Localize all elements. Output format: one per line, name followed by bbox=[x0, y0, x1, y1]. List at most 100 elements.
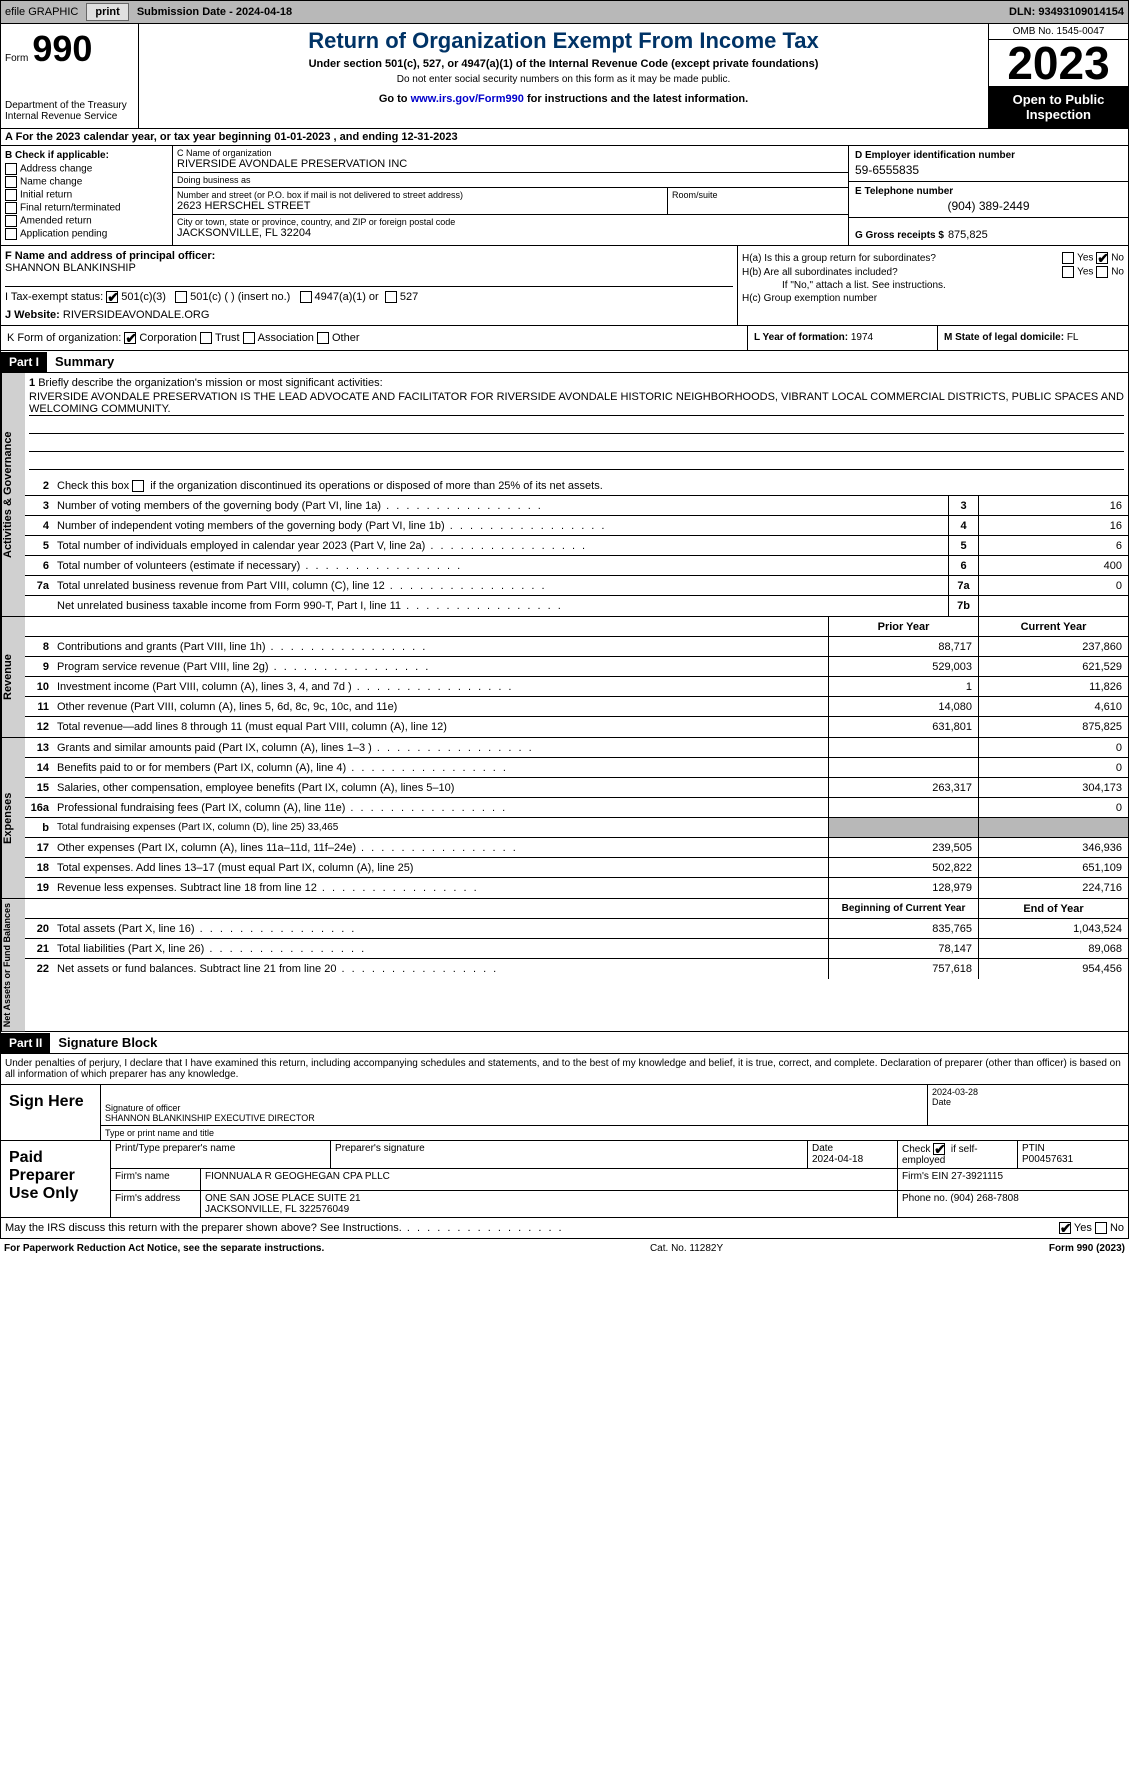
l2-desc: Check this box if the organization disco… bbox=[53, 478, 1128, 494]
cb-l2[interactable] bbox=[132, 480, 144, 492]
entity-block: B Check if applicable: Address change Na… bbox=[0, 146, 1129, 246]
l16a-py bbox=[828, 798, 978, 817]
cb-self-employed[interactable] bbox=[933, 1143, 945, 1155]
l10-py: 1 bbox=[828, 677, 978, 696]
city-value: JACKSONVILLE, FL 32204 bbox=[177, 227, 844, 239]
opt-501c3: 501(c)(3) bbox=[121, 291, 166, 303]
l21-cy: 89,068 bbox=[978, 939, 1128, 958]
firm-addr-label: Firm's address bbox=[111, 1191, 201, 1217]
irs-link[interactable]: www.irs.gov/Form990 bbox=[411, 93, 524, 105]
cb-name-change[interactable]: Name change bbox=[5, 176, 168, 188]
goto-link: Go to www.irs.gov/Form990 for instructio… bbox=[143, 93, 984, 105]
cb-final-return[interactable]: Final return/terminated bbox=[5, 202, 168, 214]
prep-sig-label: Preparer's signature bbox=[331, 1141, 808, 1168]
efile-label: efile GRAPHIC bbox=[5, 6, 78, 18]
cat-no: Cat. No. 11282Y bbox=[650, 1243, 723, 1254]
l8-cy: 237,860 bbox=[978, 637, 1128, 656]
vtab-net-assets: Net Assets or Fund Balances bbox=[1, 899, 25, 1031]
row-f-h: F Name and address of principal officer:… bbox=[0, 246, 1129, 326]
submission-date: Submission Date - 2024-04-18 bbox=[137, 6, 292, 18]
vtab-expenses: Expenses bbox=[1, 738, 25, 898]
dba-label: Doing business as bbox=[177, 175, 844, 185]
l5-desc: Total number of individuals employed in … bbox=[53, 538, 948, 554]
l18-cy: 651,109 bbox=[978, 858, 1128, 877]
l16b-py bbox=[828, 818, 978, 837]
l14-desc: Benefits paid to or for members (Part IX… bbox=[53, 760, 828, 776]
cb-hb-yes[interactable] bbox=[1062, 266, 1074, 278]
form-footer-label: Form 990 (2023) bbox=[1049, 1243, 1125, 1254]
cb-initial-return[interactable]: Initial return bbox=[5, 189, 168, 201]
cb-application-pending[interactable]: Application pending bbox=[5, 228, 168, 240]
l8-num: 8 bbox=[25, 639, 53, 655]
cb-assoc[interactable] bbox=[243, 332, 255, 344]
l19-desc: Revenue less expenses. Subtract line 18 … bbox=[53, 880, 828, 896]
header-mid: Return of Organization Exempt From Incom… bbox=[139, 24, 988, 128]
city-label: City or town, state or province, country… bbox=[177, 217, 844, 227]
l19-num: 19 bbox=[25, 880, 53, 896]
prep-name-label: Print/Type preparer's name bbox=[111, 1141, 331, 1168]
row-a-label: A bbox=[5, 131, 13, 143]
l9-py: 529,003 bbox=[828, 657, 978, 676]
state-domicile: M State of legal domicile: FL bbox=[938, 326, 1128, 350]
print-button[interactable]: print bbox=[86, 3, 128, 21]
sign-here-block: Sign Here Signature of officerSHANNON BL… bbox=[0, 1085, 1129, 1141]
cb-527[interactable] bbox=[385, 291, 397, 303]
cb-4947[interactable] bbox=[300, 291, 312, 303]
l4-desc: Number of independent voting members of … bbox=[53, 518, 948, 534]
cb-other[interactable] bbox=[317, 332, 329, 344]
firm-addr-1: ONE SAN JOSE PLACE SUITE 21 bbox=[205, 1193, 893, 1204]
l22-cy: 954,456 bbox=[978, 959, 1128, 979]
principal-officer: F Name and address of principal officer:… bbox=[1, 246, 738, 325]
h-b-note: If "No," attach a list. See instructions… bbox=[742, 280, 1124, 291]
l9-desc: Program service revenue (Part VIII, line… bbox=[53, 659, 828, 675]
firm-phone: (904) 268-7808 bbox=[950, 1193, 1018, 1204]
l8-py: 88,717 bbox=[828, 637, 978, 656]
cb-address-change[interactable]: Address change bbox=[5, 163, 168, 175]
firm-ein-label: Firm's EIN bbox=[902, 1171, 948, 1182]
l12-py: 631,801 bbox=[828, 717, 978, 737]
col-b-checkboxes: B Check if applicable: Address change Na… bbox=[1, 146, 173, 245]
preparer-block: Paid Preparer Use Only Print/Type prepar… bbox=[0, 1141, 1129, 1218]
section-expenses: Expenses 13Grants and similar amounts pa… bbox=[0, 738, 1129, 899]
tax-year: 2023 bbox=[989, 40, 1128, 86]
l15-desc: Salaries, other compensation, employee b… bbox=[53, 780, 828, 796]
ein-label: D Employer identification number bbox=[855, 150, 1122, 161]
l7b-val bbox=[978, 596, 1128, 616]
cb-ha-no[interactable] bbox=[1096, 252, 1108, 264]
cb-discuss-yes[interactable] bbox=[1059, 1222, 1071, 1234]
row-a-text: For the 2023 calendar year, or tax year … bbox=[16, 131, 458, 143]
cb-trust[interactable] bbox=[200, 332, 212, 344]
l5-num: 5 bbox=[25, 538, 53, 554]
cb-corp[interactable] bbox=[124, 332, 136, 344]
cb-501c[interactable] bbox=[175, 291, 187, 303]
cb-501c3[interactable] bbox=[106, 291, 118, 303]
mission-line-3 bbox=[29, 436, 1124, 452]
l5-box: 5 bbox=[948, 536, 978, 555]
cb-discuss-no[interactable] bbox=[1095, 1222, 1107, 1234]
l14-cy: 0 bbox=[978, 758, 1128, 777]
org-name-label: C Name of organization bbox=[177, 148, 844, 158]
ptin-value: P00457631 bbox=[1022, 1154, 1073, 1165]
l3-val: 16 bbox=[978, 496, 1128, 515]
firm-name: FIONNUALA R GEOGHEGAN CPA PLLC bbox=[201, 1169, 898, 1190]
officer-name: SHANNON BLANKINSHIP bbox=[5, 262, 733, 274]
l8-desc: Contributions and grants (Part VIII, lin… bbox=[53, 639, 828, 655]
opt-527: 527 bbox=[400, 291, 418, 303]
l11-py: 14,080 bbox=[828, 697, 978, 716]
open-inspection: Open to Public Inspection bbox=[989, 86, 1128, 128]
part-2-title: Signature Block bbox=[50, 1032, 165, 1053]
prep-check-label: Check if self-employed bbox=[902, 1144, 978, 1166]
cb-hb-no[interactable] bbox=[1096, 266, 1108, 278]
l19-cy: 224,716 bbox=[978, 878, 1128, 898]
cb-amended[interactable]: Amended return bbox=[5, 215, 168, 227]
l10-desc: Investment income (Part VIII, column (A)… bbox=[53, 679, 828, 695]
l16b-desc: Total fundraising expenses (Part IX, col… bbox=[53, 820, 828, 835]
l15-num: 15 bbox=[25, 780, 53, 796]
h-a-label: H(a) Is this a group return for subordin… bbox=[742, 253, 936, 264]
firm-addr-2: JACKSONVILLE, FL 322576049 bbox=[205, 1204, 893, 1215]
cb-ha-yes[interactable] bbox=[1062, 252, 1074, 264]
org-name: RIVERSIDE AVONDALE PRESERVATION INC bbox=[177, 158, 844, 170]
gross-receipts: 875,825 bbox=[948, 229, 988, 241]
website-label: J Website: bbox=[5, 309, 60, 321]
vtab-revenue: Revenue bbox=[1, 617, 25, 737]
